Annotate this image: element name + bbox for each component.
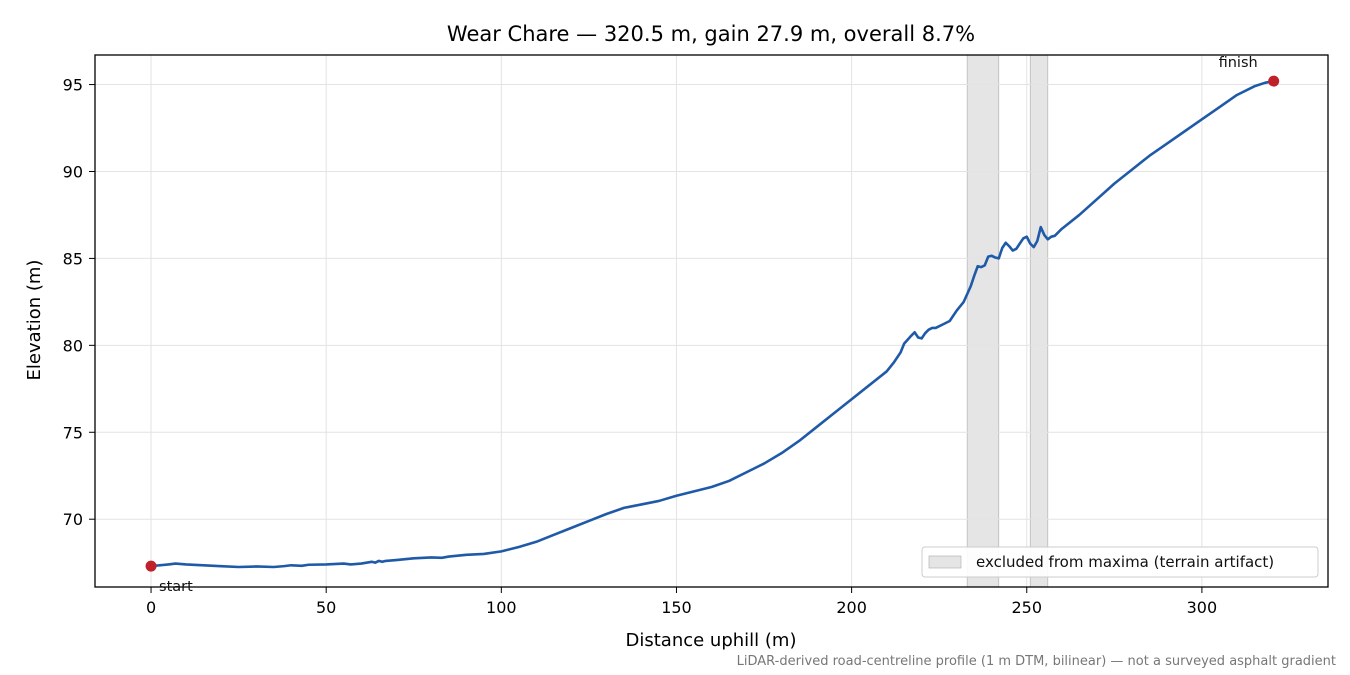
- y-tick-label: 90: [63, 162, 83, 181]
- excluded-band-1: [966, 54, 1000, 588]
- legend-box: [921, 546, 1319, 578]
- y-tick-label: 75: [63, 423, 83, 442]
- legend-swatch: [928, 555, 962, 569]
- y-axis-ticks: 70 75 80 85 90 95: [63, 76, 95, 529]
- x-tick-label: 0: [146, 598, 156, 617]
- x-tick-label: 250: [1011, 598, 1042, 617]
- x-axis-ticks: 0 50 100 150 200 250 300: [146, 587, 1217, 617]
- grid: [95, 55, 1328, 587]
- footnote: LiDAR-derived road-centreline profile (1…: [737, 654, 1336, 669]
- x-tick-label: 150: [661, 598, 692, 617]
- excluded-band-2: [1029, 54, 1049, 588]
- excluded-bands: [966, 54, 1049, 588]
- legend: excluded from maxima (terrain artifact): [921, 546, 1319, 578]
- y-tick-label: 95: [63, 76, 83, 95]
- y-tick-label: 80: [63, 336, 83, 355]
- start-label: start: [159, 579, 193, 595]
- plot-area: [94, 54, 1329, 588]
- start-marker: [145, 560, 157, 572]
- x-tick-label: 300: [1187, 598, 1218, 617]
- elevation-line-1: [149, 79, 1276, 569]
- legend-label: excluded from maxima (terrain artifact): [976, 553, 1274, 571]
- finish-label: finish: [1219, 55, 1258, 71]
- y-tick-label: 70: [63, 510, 83, 529]
- x-tick-label: 50: [316, 598, 336, 617]
- annotations: start finish: [145, 55, 1280, 595]
- x-tick-label: 200: [836, 598, 867, 617]
- chart-title: Wear Chare — 320.5 m, gain 27.9 m, overa…: [447, 22, 975, 46]
- x-axis-label: Distance uphill (m): [626, 630, 797, 651]
- y-tick-label: 85: [63, 249, 83, 268]
- y-axis-label: Elevation (m): [24, 260, 45, 381]
- series-layer: [149, 79, 1276, 569]
- finish-marker: [1268, 75, 1280, 87]
- plot-frame: [94, 54, 1329, 588]
- x-tick-label: 100: [486, 598, 517, 617]
